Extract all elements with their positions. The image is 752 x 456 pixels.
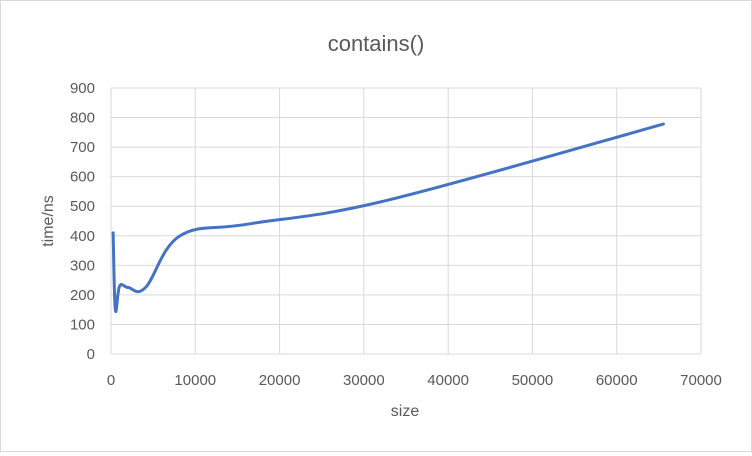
y-tick-label: 700 <box>70 139 95 156</box>
y-tick-label: 400 <box>70 228 95 245</box>
y-tick-label: 300 <box>70 257 95 274</box>
x-tick-label: 10000 <box>174 372 216 389</box>
y-tick-label: 200 <box>70 287 95 304</box>
x-tick-label: 40000 <box>427 372 469 389</box>
gridlines <box>111 88 701 354</box>
chart-title: contains() <box>328 31 425 56</box>
y-tick-label: 100 <box>70 316 95 333</box>
y-tick-label: 900 <box>70 80 95 97</box>
y-tick-label: 800 <box>70 110 95 127</box>
x-tick-label: 60000 <box>596 372 638 389</box>
x-tick-label: 70000 <box>680 372 722 389</box>
x-tick-label: 50000 <box>512 372 554 389</box>
x-tick-label: 0 <box>107 372 115 389</box>
x-axis-ticks: 0 10000 20000 30000 40000 50000 60000 70000 <box>107 372 722 389</box>
y-tick-label: 600 <box>70 169 95 186</box>
y-tick-label: 500 <box>70 198 95 215</box>
y-axis-label: time/ns <box>40 195 57 247</box>
x-tick-label: 20000 <box>259 372 301 389</box>
y-tick-label: 0 <box>87 346 95 363</box>
y-axis-ticks: 0 100 200 300 400 500 600 700 800 900 <box>70 80 95 363</box>
x-axis-label: size <box>391 403 420 420</box>
x-tick-label: 30000 <box>343 372 385 389</box>
